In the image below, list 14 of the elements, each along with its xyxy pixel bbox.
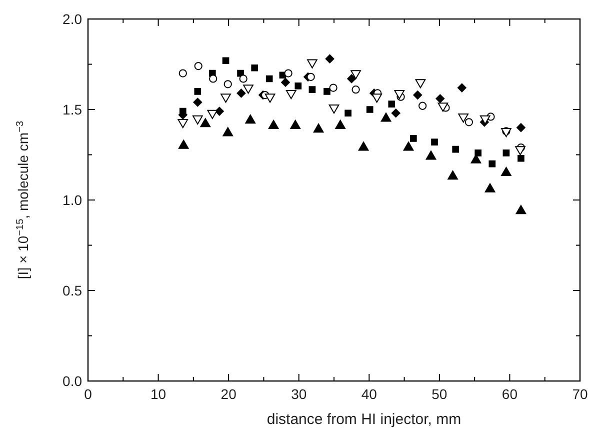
y-tick-label: 2.0 <box>62 10 82 27</box>
x-tick-label: 40 <box>361 386 378 402</box>
x-tick-label: 50 <box>432 386 448 402</box>
x-tick-label: 30 <box>291 386 307 402</box>
x-tick-label: 70 <box>572 386 588 402</box>
text: 0.0 <box>62 372 82 389</box>
x-axis-title: distance from HI injector, mm <box>266 411 462 428</box>
y-tick-label: 1.5 <box>62 101 82 118</box>
x-tick-label: 0 <box>84 386 92 402</box>
y-tick-label: 1.0 <box>62 192 82 208</box>
x-tick-label: 10 <box>150 386 166 402</box>
x-tick-label: 20 <box>220 386 237 402</box>
x-tick-label: 60 <box>502 386 518 402</box>
y-tick-label: 0.5 <box>62 282 82 298</box>
